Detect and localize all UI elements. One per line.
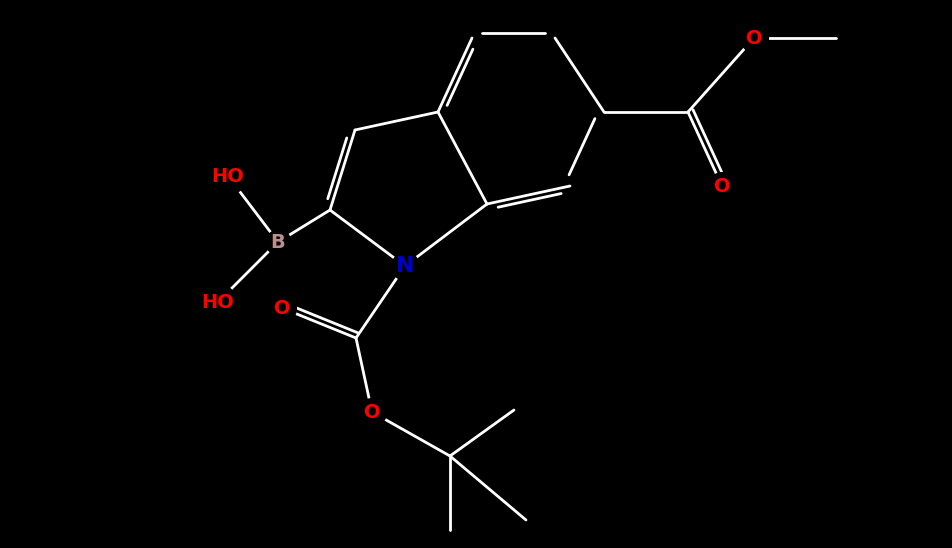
Text: O: O xyxy=(273,299,290,317)
Text: O: O xyxy=(745,28,763,48)
Text: O: O xyxy=(714,176,730,196)
Text: HO: HO xyxy=(202,293,234,311)
Text: O: O xyxy=(364,402,380,421)
Text: N: N xyxy=(396,256,414,276)
Text: B: B xyxy=(270,232,286,252)
Text: HO: HO xyxy=(211,167,245,186)
